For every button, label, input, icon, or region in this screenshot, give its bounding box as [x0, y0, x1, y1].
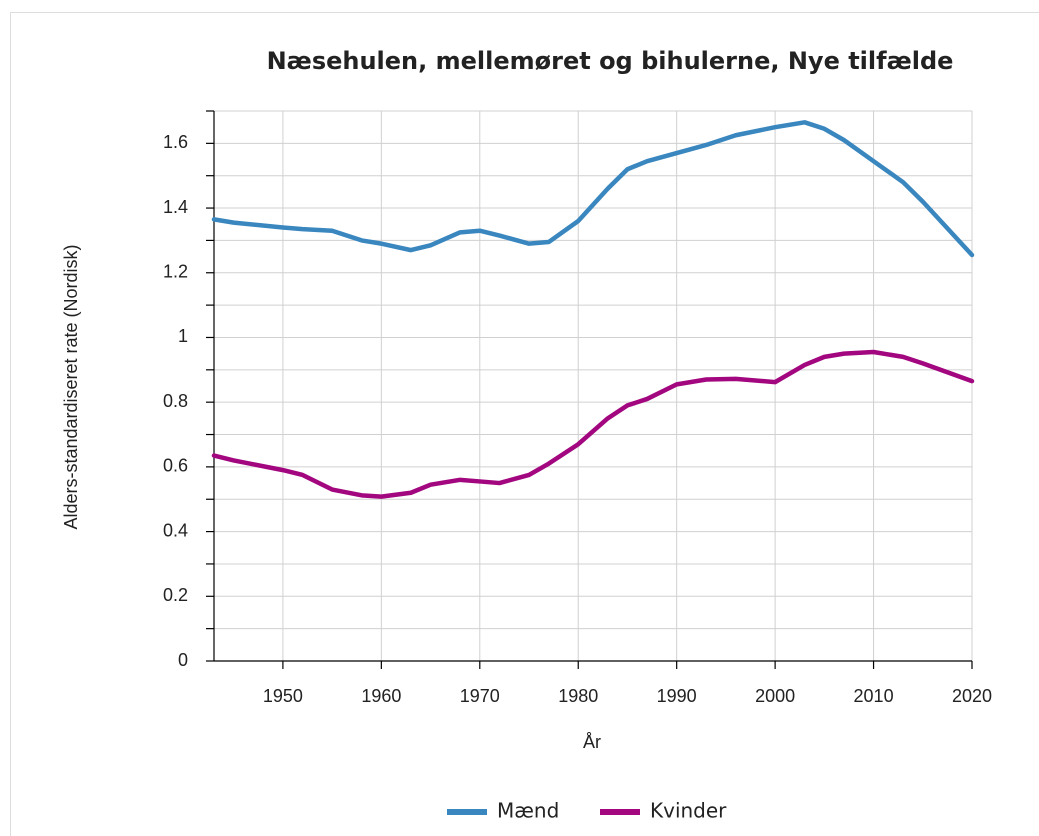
- y-axis-label: Alders-standardiseret rate (Nordisk): [61, 244, 81, 529]
- y-tick-label: 1.6: [163, 132, 188, 152]
- y-tick-label: 1.2: [163, 262, 188, 282]
- x-tick-label: 1980: [558, 686, 598, 706]
- x-tick-label: 2010: [854, 686, 894, 706]
- x-tick-label: 2000: [755, 686, 795, 706]
- x-tick-label: 1990: [657, 686, 697, 706]
- y-tick-label: 1: [178, 326, 188, 346]
- chart-title: Næsehulen, mellemøret og bihulerne, Nye …: [267, 47, 954, 75]
- legend-label: Kvinder: [650, 799, 727, 823]
- legend-label: Mænd: [497, 799, 559, 823]
- frame: [10, 12, 1039, 836]
- y-tick-label: 0.8: [163, 391, 188, 411]
- x-tick-label: 2020: [952, 686, 992, 706]
- y-tick-label: 0.2: [163, 585, 188, 605]
- y-tick-label: 1.4: [163, 197, 188, 217]
- x-tick-label: 1970: [460, 686, 500, 706]
- x-axis-label: År: [583, 732, 601, 752]
- y-tick-label: 0: [178, 650, 188, 670]
- x-tick-label: 1950: [263, 686, 303, 706]
- y-tick-label: 0.6: [163, 456, 188, 476]
- series-line: [211, 349, 975, 499]
- series-line: [211, 120, 975, 258]
- y-tick-label: 0.4: [163, 520, 188, 540]
- x-tick-label: 1960: [361, 686, 401, 706]
